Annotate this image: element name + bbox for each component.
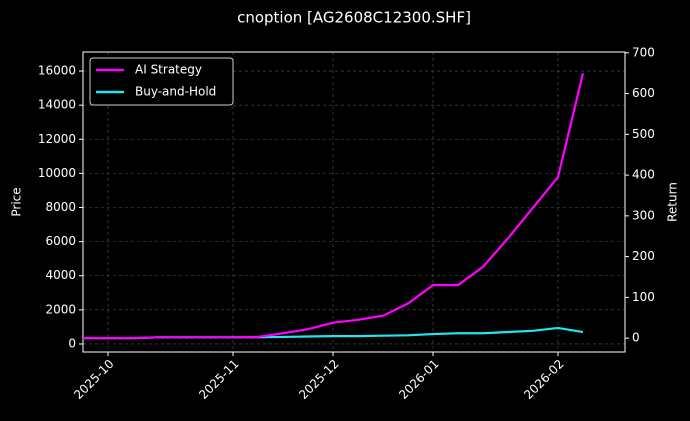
x-tick-label: 2026-02 <box>521 357 566 402</box>
y2-tick-label: 300 <box>632 208 655 222</box>
legend-box <box>89 57 234 106</box>
y-tick-label: 4000 <box>45 268 76 282</box>
y2-tick-label: 100 <box>632 290 655 304</box>
y-tick-label: 0 <box>68 336 76 350</box>
y2-tick-label: 500 <box>632 127 655 141</box>
y-tick-label: 8000 <box>45 200 76 214</box>
y2-tick-label: 600 <box>632 86 655 100</box>
plot-frame <box>82 51 626 353</box>
y-tick-label: 10000 <box>38 166 76 180</box>
x-tick-label: 2025-11 <box>196 357 241 402</box>
y-tick-label: 6000 <box>45 234 76 248</box>
y-tick-label: 16000 <box>38 64 76 78</box>
x-tick-label: 2026-01 <box>396 357 441 402</box>
legend-label: AI Strategy <box>135 63 202 77</box>
y2-tick-label: 400 <box>632 168 655 182</box>
legend-label: Buy-and-Hold <box>135 85 216 99</box>
legend: AI Strategy Buy-and-Hold <box>89 57 234 106</box>
y-axis-label: Price <box>10 187 24 216</box>
series-line <box>83 72 585 340</box>
y2-tick-label: 200 <box>632 249 655 263</box>
y2-tick-label: 0 <box>632 331 640 345</box>
y-tick-label: 12000 <box>38 132 76 146</box>
x-tick-label: 2025-12 <box>296 357 341 402</box>
y-tick-label: 14000 <box>38 98 76 112</box>
y-tick-label: 2000 <box>45 302 76 316</box>
x-tick-label: 2025-10 <box>71 357 116 402</box>
y2-axis-label: Return <box>666 182 680 222</box>
chart-title: cnoption [AG2608C12300.SHF] <box>237 9 471 27</box>
y2-tick-label: 700 <box>632 45 655 59</box>
